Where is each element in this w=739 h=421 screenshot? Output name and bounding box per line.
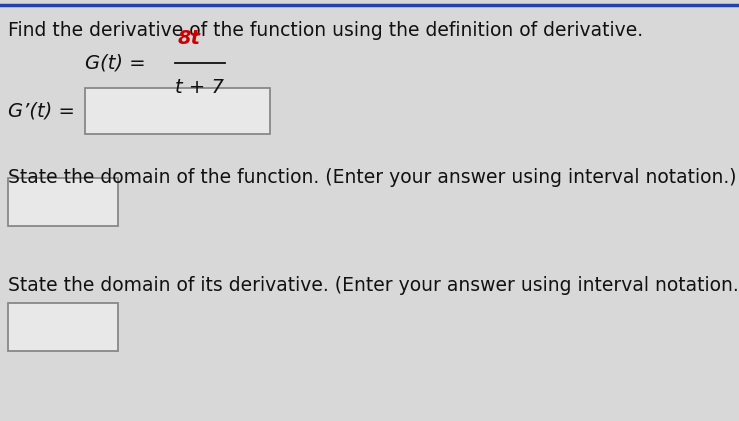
Bar (8, 303, 118, 351)
Bar (85, 88, 270, 134)
Text: State the domain of the function. (Enter your answer using interval notation.): State the domain of the function. (Enter… (8, 168, 737, 187)
Text: G(t) =: G(t) = (85, 53, 146, 72)
Bar (8, 178, 118, 226)
Text: State the domain of its derivative. (Enter your answer using interval notation.): State the domain of its derivative. (Ent… (8, 276, 739, 295)
Text: t + 7: t + 7 (175, 78, 224, 97)
Text: G’(t) =: G’(t) = (8, 101, 75, 120)
Text: 8t: 8t (178, 29, 201, 48)
Text: Find the derivative of the function using the definition of derivative.: Find the derivative of the function usin… (8, 21, 643, 40)
